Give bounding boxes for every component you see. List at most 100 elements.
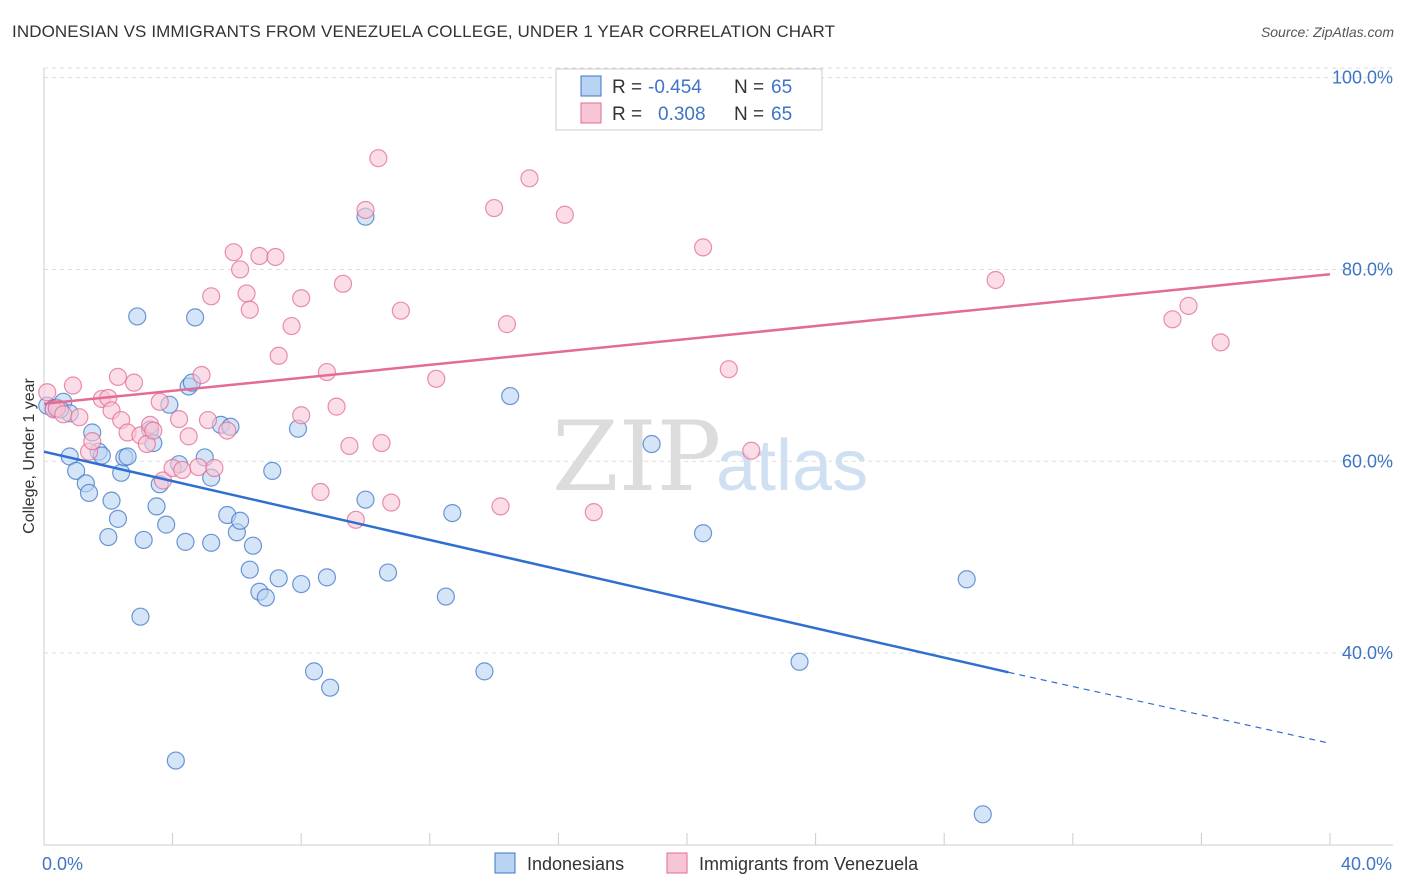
series-legend: Indonesians Immigrants from Venezuela: [494, 852, 919, 874]
indonesian-point: [134, 530, 153, 550]
legend-swatch-indonesians: [580, 75, 602, 97]
indonesian-point: [292, 574, 311, 594]
venezuela-point: [54, 405, 73, 424]
legend-swatch-venezuela: [580, 102, 602, 124]
y-axis-label: College, Under 1 year: [21, 378, 38, 534]
venezuela-point: [497, 315, 517, 334]
indonesian-point: [269, 569, 288, 588]
venezuela-point: [173, 460, 192, 480]
y-tick-label: 40.0%: [1342, 643, 1393, 663]
legend-r-label-2: R =: [612, 104, 642, 125]
indonesian-point: [102, 491, 121, 510]
legend-n-value-1: 65: [771, 77, 792, 98]
venezuela-point: [292, 406, 311, 425]
venezuela-point: [70, 408, 89, 427]
venezuela-point: [1179, 296, 1198, 315]
indonesian-point: [79, 483, 99, 503]
venezuela-point: [108, 367, 128, 386]
venezuela-point: [555, 205, 574, 224]
indonesian-point: [693, 524, 713, 543]
indonesian-point: [118, 447, 137, 466]
indonesian-point: [67, 461, 86, 480]
venezuela-point: [237, 284, 256, 303]
indonesian-point: [186, 308, 205, 327]
venezuela-point: [224, 243, 243, 262]
venezuela-point: [391, 301, 410, 320]
indonesian-point: [99, 527, 118, 547]
indonesian-point: [147, 497, 166, 516]
indonesian-point: [642, 434, 661, 454]
venezuela-point: [38, 383, 57, 402]
watermark-atlas: atlas: [716, 426, 868, 506]
venezuela-point: [327, 397, 346, 416]
x-tick-label-min: 0.0%: [42, 854, 83, 874]
venezuela-point: [192, 365, 211, 385]
indonesian-point: [321, 678, 340, 697]
y-tick-label: 100.0%: [1332, 68, 1393, 88]
venezuela-point: [179, 427, 198, 446]
venezuela-point: [189, 457, 208, 477]
indonesian-point: [263, 461, 282, 480]
indonesian-point: [231, 511, 250, 530]
indonesian-point: [475, 662, 494, 681]
indonesian-point: [957, 570, 976, 589]
indonesian-point: [166, 751, 185, 770]
x-tick-marks: [43, 833, 1331, 845]
venezuela-point: [333, 274, 353, 293]
venezuela-point: [63, 376, 83, 395]
venezuela-point: [372, 433, 391, 453]
venezuela-point: [491, 497, 510, 516]
venezuela-point: [340, 436, 359, 456]
venezuela-point: [266, 247, 285, 267]
indonesians-trendline-extension: [1008, 671, 1331, 744]
venezuela-point: [198, 410, 218, 430]
venezuela-point: [719, 360, 738, 379]
indonesian-point: [176, 532, 195, 551]
indonesian-point: [157, 515, 176, 534]
indonesian-point: [378, 563, 398, 582]
axes: [43, 68, 1393, 846]
venezuela-point: [317, 362, 337, 382]
venezuela-point: [584, 503, 603, 522]
indonesian-point: [131, 607, 150, 626]
venezuela-point: [693, 238, 713, 257]
venezuela-trendline: [43, 272, 1331, 405]
venezuela-point: [520, 169, 539, 188]
indonesian-point: [443, 503, 462, 523]
legend-r-value-2: 0.308: [658, 104, 706, 125]
legend-n-value-2: 65: [771, 104, 792, 125]
bottom-legend-label-venezuela: Immigrants from Venezuela: [699, 854, 919, 874]
venezuela-point: [250, 246, 269, 266]
x-tick-label-max: 40.0%: [1341, 854, 1392, 874]
trendlines: [43, 272, 1331, 744]
legend-n-label-2: N =: [734, 104, 764, 125]
venezuela-point: [205, 458, 224, 478]
indonesians-trendline: [43, 450, 1009, 674]
venezuela-point: [150, 392, 169, 411]
venezuela-point: [1163, 310, 1182, 329]
venezuela-point: [1211, 333, 1230, 352]
source-label: Source: ZipAtlas.com: [1260, 24, 1394, 40]
legend-r-value-1: -0.454: [648, 77, 702, 98]
indonesian-point: [128, 307, 147, 326]
venezuela-point: [124, 373, 144, 392]
indonesian-point: [317, 568, 337, 587]
venezuela-point: [292, 289, 311, 308]
venezuela-point: [311, 482, 330, 502]
indonesian-point: [973, 805, 992, 824]
chart-title: INDONESIAN VS IMMIGRANTS FROM VENEZUELA …: [12, 22, 836, 41]
venezuela-point: [144, 421, 163, 440]
indonesian-point: [501, 386, 520, 406]
watermark-zip: ZIP: [552, 401, 721, 513]
indonesian-point: [790, 652, 809, 671]
venezuela-point: [356, 200, 375, 220]
venezuela-point: [282, 316, 301, 336]
legend-n-label-1: N =: [734, 77, 764, 98]
venezuela-point: [83, 432, 102, 451]
indonesian-point: [256, 588, 275, 607]
indonesian-point: [436, 587, 455, 606]
y-tick-label: 60.0%: [1342, 451, 1393, 471]
indonesian-point: [240, 560, 259, 579]
indonesian-point: [304, 662, 324, 681]
